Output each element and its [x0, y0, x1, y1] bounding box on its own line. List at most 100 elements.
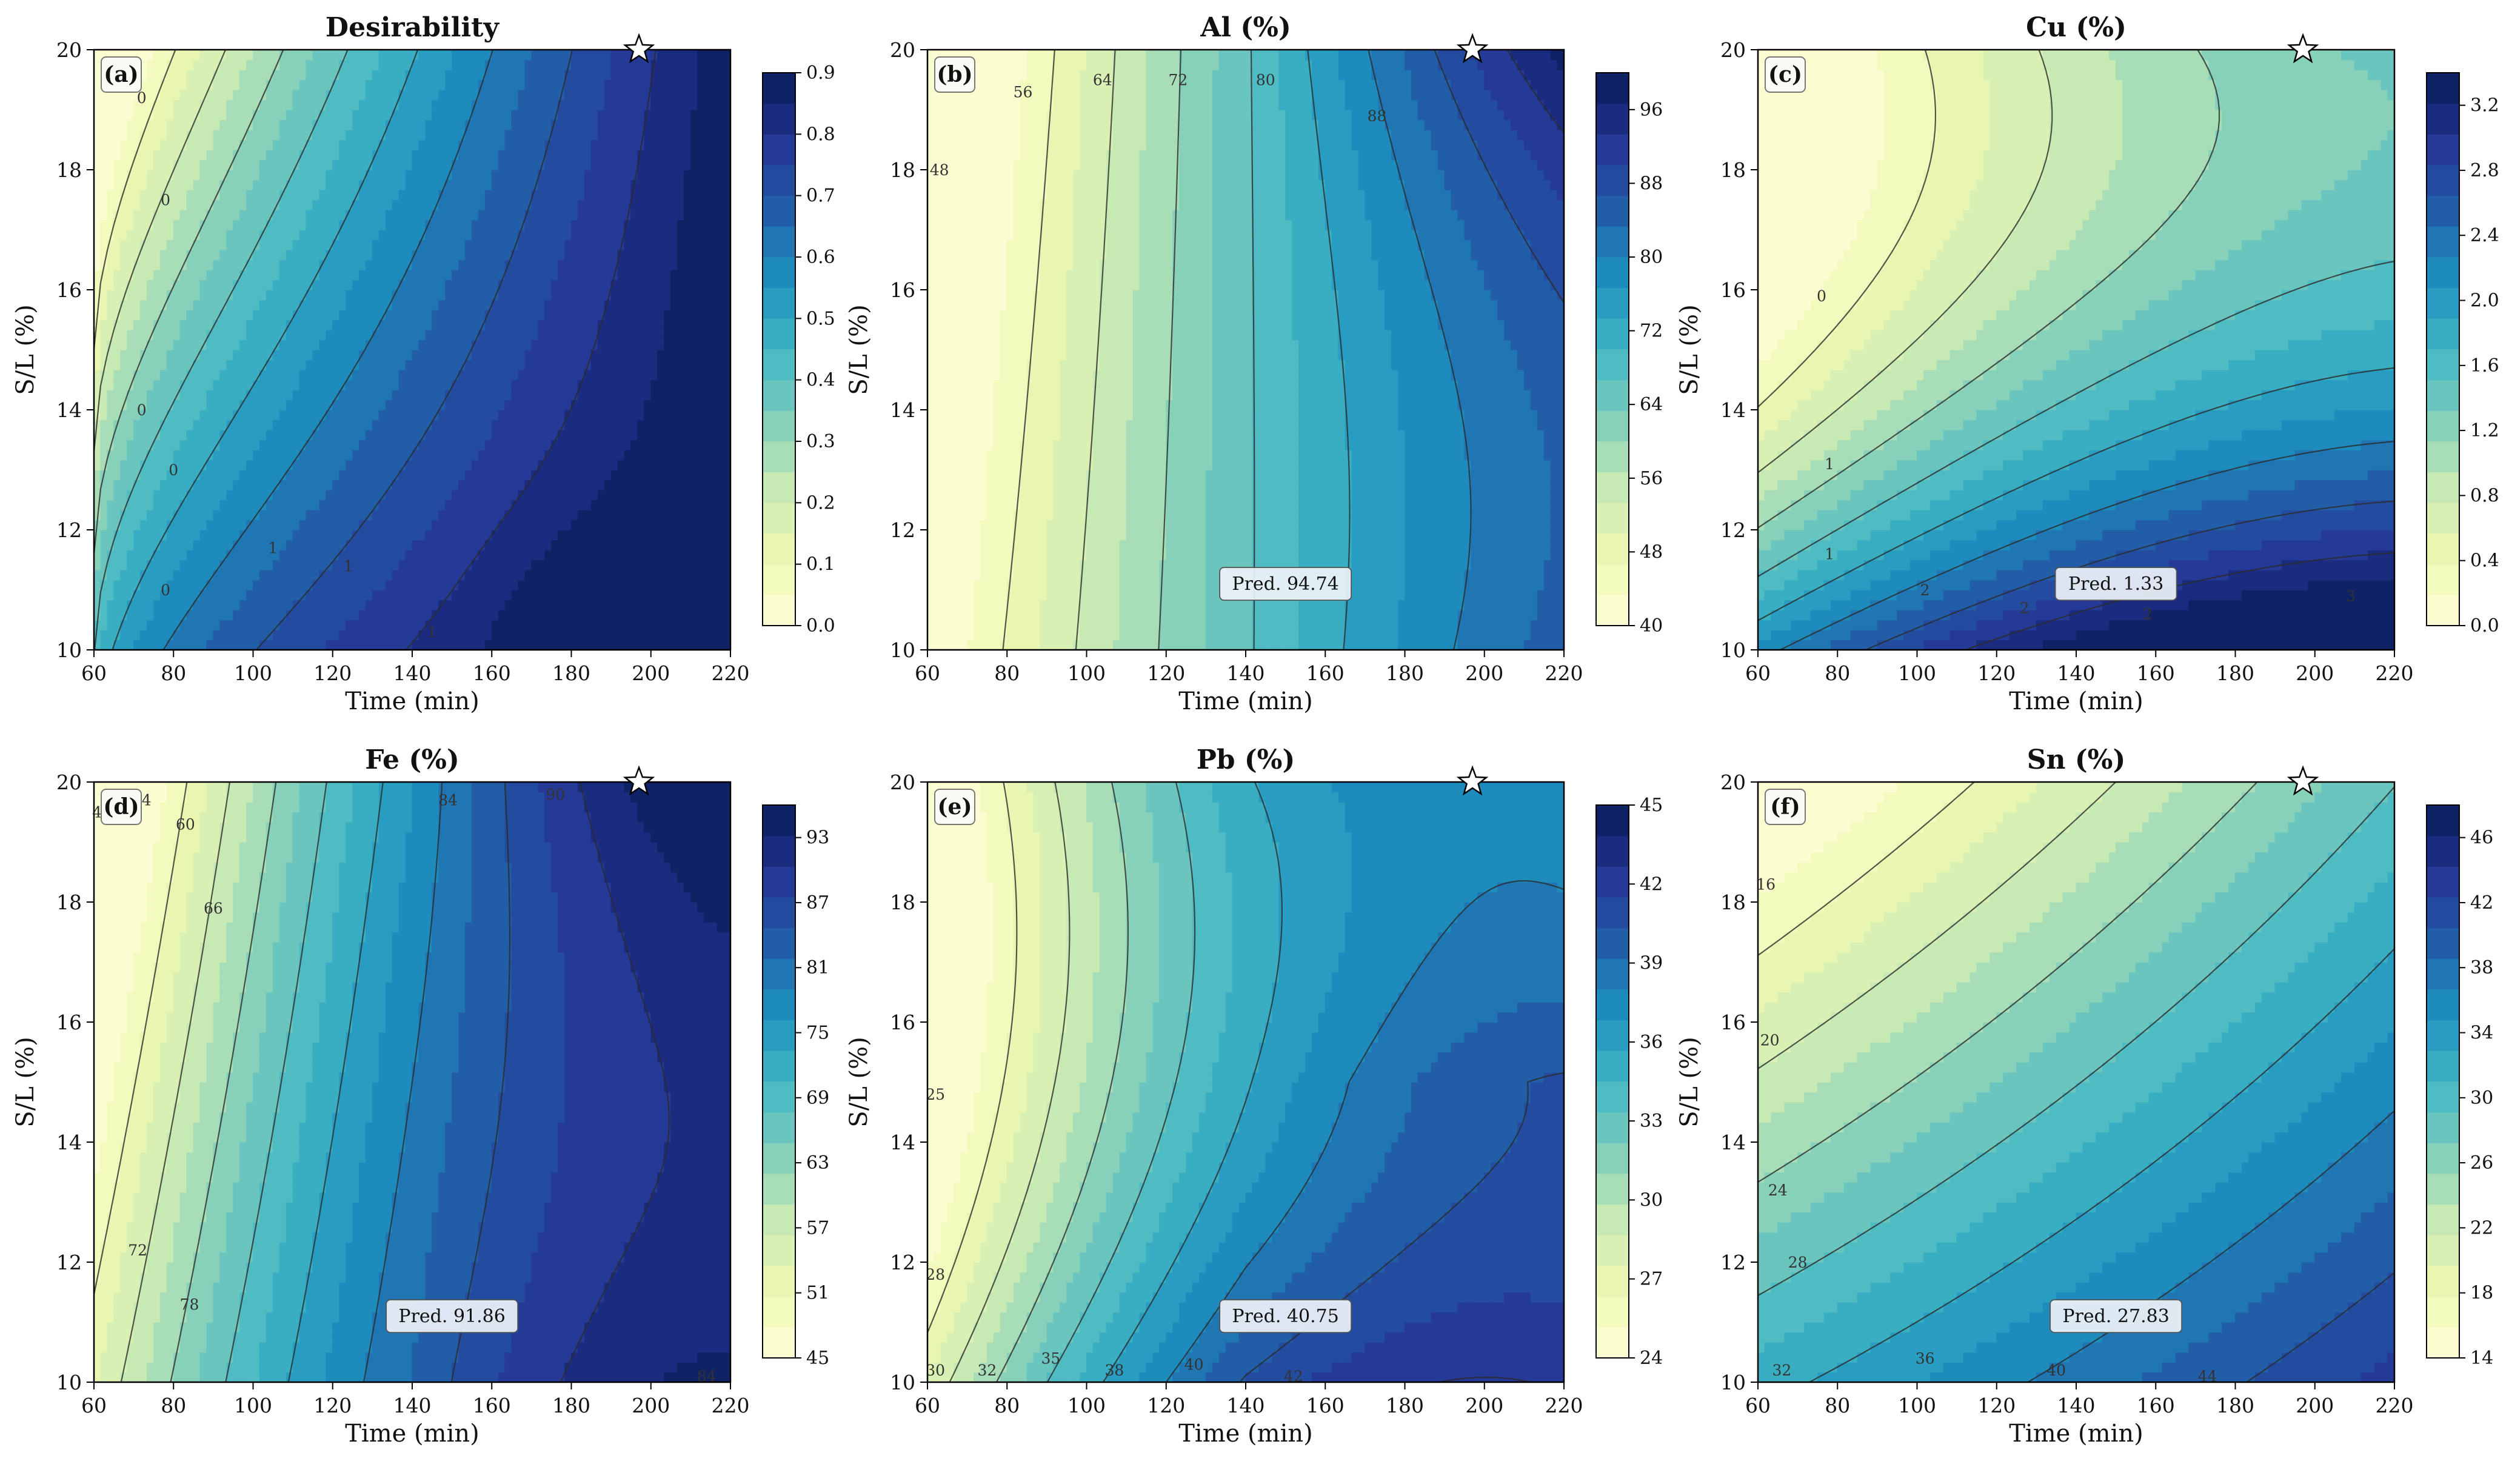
colorbar-tick-label: 40: [1640, 615, 1663, 637]
panel-title: Desirability: [326, 12, 500, 43]
x-tick-label: 180: [1386, 1394, 1424, 1417]
panel-label: (e): [934, 789, 975, 825]
contour-label: 1: [1825, 546, 1834, 563]
contour-label: 1: [1825, 455, 1834, 473]
y-tick-label: 20: [56, 770, 82, 794]
contour-label: 0: [137, 401, 147, 419]
optimum-star-icon: [1456, 765, 1489, 796]
x-tick-label: 60: [81, 1394, 107, 1417]
optimum-star-icon: [1456, 33, 1489, 64]
y-tick-label: 18: [890, 158, 915, 182]
colorbar-tick-label: 34: [2470, 1023, 2493, 1044]
x-tick-label: 100: [234, 661, 272, 685]
y-tick-label: 18: [890, 891, 915, 914]
prediction-box: Pred. 94.74: [1219, 567, 1352, 601]
y-tick-label: 14: [1720, 398, 1746, 422]
colorbar-tick-label: 0.0: [806, 615, 835, 637]
panel-d: 4854606672788490846080100120140160180200…: [12, 744, 829, 1448]
colorbar-tick-label: 0.5: [806, 308, 835, 329]
contour-label: 3: [2346, 587, 2356, 605]
x-tick-label: 180: [552, 1394, 590, 1417]
colorbar-tick-label: 0.4: [2470, 550, 2499, 572]
panel-title: Cu (%): [2026, 12, 2126, 43]
contour-label: 1: [344, 557, 353, 575]
panel-label: (c): [1765, 56, 1806, 93]
x-tick-label: 100: [1898, 1394, 1936, 1417]
colorbar-tick-label: 42: [1640, 874, 1663, 895]
colorbar-tick-label: 56: [1640, 468, 1663, 489]
x-tick-label: 100: [1067, 1394, 1106, 1417]
y-tick-label: 18: [56, 891, 82, 914]
y-tick-label: 14: [1720, 1131, 1746, 1154]
colorbar-tick-label: 0.2: [806, 492, 835, 513]
colorbar-tick-label: 42: [2470, 892, 2493, 914]
optimum-star-icon: [2287, 765, 2319, 796]
colorbar-tick-label: 2.8: [2470, 160, 2499, 181]
colorbar-tick-label: 0.7: [806, 186, 835, 207]
optimum-star-icon: [623, 33, 655, 64]
colorbar-tick-label: 96: [1640, 99, 1663, 121]
x-tick-label: 120: [1977, 1394, 2016, 1417]
colorbar-tick-label: 0.8: [2470, 485, 2499, 506]
contour-label: 80: [1256, 72, 1275, 89]
x-tick-label: 120: [1147, 1394, 1185, 1417]
x-tick-label: 200: [2296, 661, 2334, 685]
colorbar-tick-label: 30: [2470, 1088, 2493, 1109]
panel-e: 25 28 30 32 35 38 40 42 60 80 100 120 140 160 180 200 22…: [845, 744, 1663, 1448]
x-tick-label: 160: [473, 661, 511, 685]
contour-label: 88: [1368, 107, 1387, 125]
colorbar: 45 51 57 63 69 75 81 87 93: [762, 804, 829, 1369]
colorbar-tick-label: 14: [2470, 1348, 2493, 1369]
colorbar-tick-label: 27: [1640, 1269, 1663, 1290]
x-axis-label: Time (min): [1178, 687, 1312, 715]
y-axis-label: S/L (%): [845, 1037, 873, 1127]
colorbar-tick-label: 45: [1640, 795, 1663, 816]
y-tick-label: 12: [890, 1251, 915, 1274]
colorbar-tick-label: 0.3: [806, 431, 835, 452]
contour-label: 36: [1916, 1349, 1935, 1367]
colorbar-tick-label: 81: [806, 957, 829, 978]
x-tick-label: 200: [632, 1394, 670, 1417]
y-tick-label: 10: [1720, 638, 1746, 662]
x-tick-label: 160: [1306, 1394, 1345, 1417]
x-tick-label: 120: [313, 661, 352, 685]
contour-label: 28: [1788, 1254, 1808, 1271]
x-tick-label: 120: [313, 1394, 352, 1417]
contour-label: 35: [1041, 1349, 1061, 1367]
y-tick-label: 18: [56, 158, 82, 182]
colorbar-tick-label: 38: [2470, 957, 2493, 978]
contour-label: 0: [137, 89, 147, 107]
x-tick-label: 200: [1465, 1394, 1503, 1417]
x-tick-label: 140: [393, 1394, 432, 1417]
y-tick-label: 10: [1720, 1371, 1746, 1394]
x-tick-label: 200: [2296, 1394, 2334, 1417]
y-tick-label: 20: [890, 770, 915, 794]
x-tick-label: 60: [1745, 661, 1771, 685]
contour-label: 24: [1768, 1182, 1788, 1199]
y-tick-label: 10: [56, 638, 82, 662]
colorbar-tick-label: 39: [1640, 953, 1663, 974]
colorbar-tick-label: 0.4: [806, 370, 835, 391]
colorbar-tick-label: 45: [806, 1348, 829, 1369]
y-tick-label: 20: [1720, 770, 1746, 794]
x-axis-label: Time (min): [2009, 1420, 2143, 1448]
x-tick-label: 80: [994, 661, 1020, 685]
contour-lines: [1758, 50, 2394, 650]
contour-lines: [94, 782, 670, 1382]
contour-label: 56: [1014, 83, 1033, 101]
colorbar-tick-label: 87: [806, 892, 829, 914]
contour-label: 38: [1105, 1362, 1124, 1379]
panel-title: Sn (%): [2027, 744, 2126, 775]
colorbar-tick-label: 80: [1640, 247, 1663, 268]
x-tick-label: 80: [1825, 661, 1850, 685]
contour-label: 2: [2020, 600, 2030, 617]
x-tick-label: 120: [1147, 661, 1185, 685]
x-tick-label: 140: [393, 661, 432, 685]
panel-label: (d): [101, 789, 142, 825]
colorbar-tick-label: 1.2: [2470, 420, 2499, 441]
panel-label: (b): [934, 56, 975, 93]
colorbar-tick-label: 0.8: [806, 124, 835, 145]
y-tick-label: 18: [1720, 158, 1746, 182]
y-tick-label: 14: [890, 1131, 915, 1154]
x-axis-label: Time (min): [345, 687, 479, 715]
